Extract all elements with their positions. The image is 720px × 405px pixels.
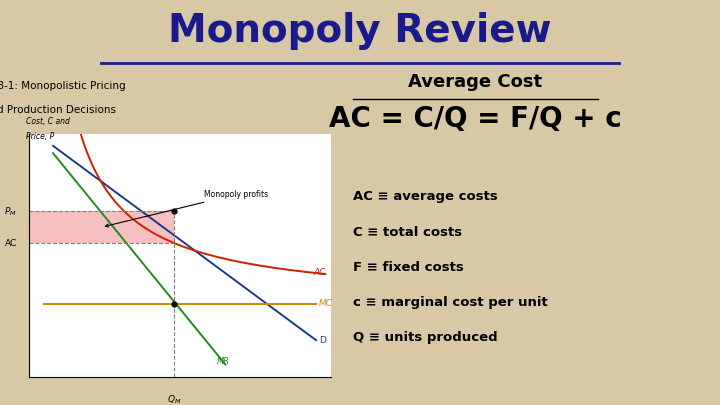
Text: Monopoly Review: Monopoly Review bbox=[168, 12, 552, 50]
Text: AC ≡ average costs: AC ≡ average costs bbox=[353, 190, 498, 203]
Text: MR: MR bbox=[216, 357, 230, 366]
Text: AC: AC bbox=[4, 239, 17, 247]
Text: AC = C/Q = F/Q + c: AC = C/Q = F/Q + c bbox=[329, 105, 621, 133]
Text: Q ≡ units produced: Q ≡ units produced bbox=[353, 331, 498, 344]
Text: Fig. 8-1: Monopolistic Pricing: Fig. 8-1: Monopolistic Pricing bbox=[0, 81, 125, 91]
Bar bbox=[29, 211, 174, 243]
Text: c ≡ marginal cost per unit: c ≡ marginal cost per unit bbox=[353, 296, 547, 309]
Text: $P_M$: $P_M$ bbox=[4, 205, 17, 217]
Text: C ≡ total costs: C ≡ total costs bbox=[353, 226, 462, 239]
Text: MC: MC bbox=[319, 299, 333, 308]
Text: and Production Decisions: and Production Decisions bbox=[0, 105, 117, 115]
Text: Cost, C and: Cost, C and bbox=[26, 117, 70, 126]
Text: D: D bbox=[319, 336, 326, 345]
Text: Price, P: Price, P bbox=[26, 132, 54, 141]
Text: Average Cost: Average Cost bbox=[408, 73, 542, 91]
Text: AC: AC bbox=[313, 268, 325, 277]
Text: Monopoly profits: Monopoly profits bbox=[105, 190, 269, 227]
Text: $Q_M$: $Q_M$ bbox=[167, 394, 181, 405]
Text: F ≡ fixed costs: F ≡ fixed costs bbox=[353, 261, 464, 274]
